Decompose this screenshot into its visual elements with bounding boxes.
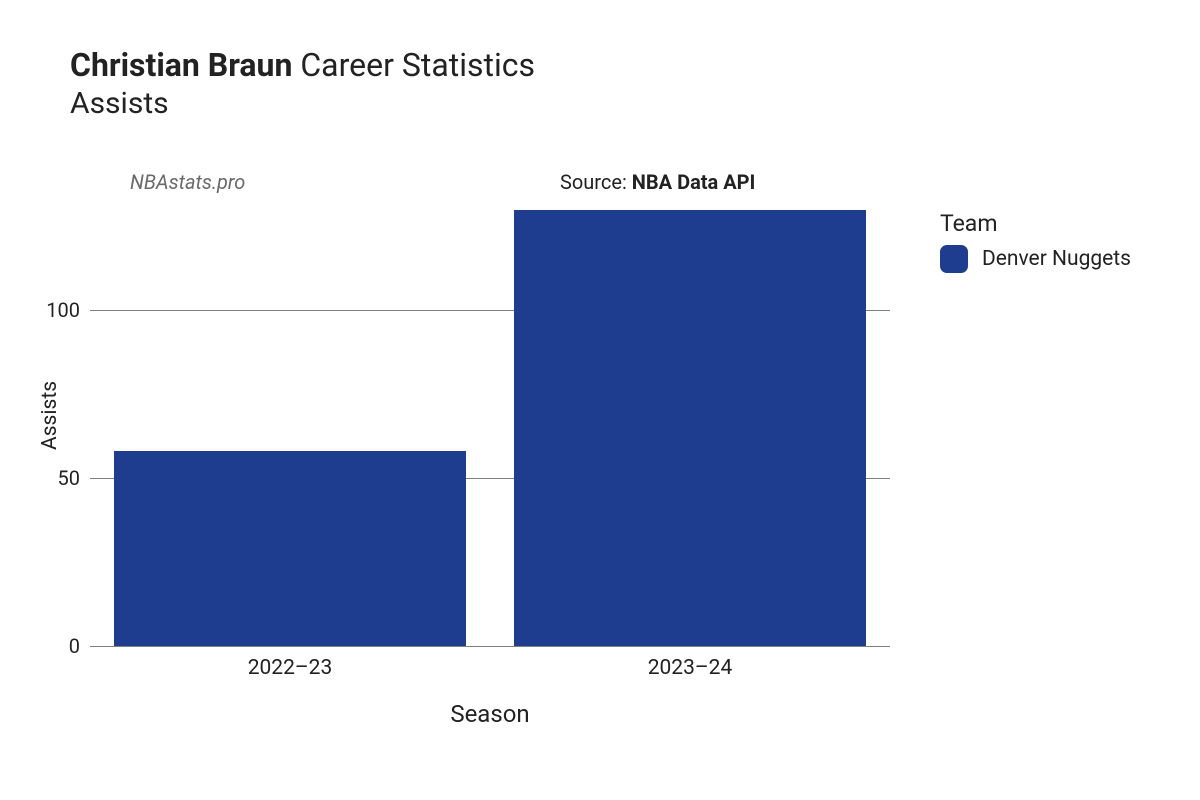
bar — [114, 451, 466, 646]
chart-subtitle: Assists — [70, 86, 535, 121]
legend: Team Denver Nuggets — [940, 210, 1131, 273]
y-tick-label: 0 — [69, 634, 90, 658]
legend-swatch — [940, 245, 968, 273]
chart-title: Christian Braun Career Statistics — [70, 46, 535, 84]
y-axis-label: Assists — [38, 381, 62, 450]
chart-title-block: Christian Braun Career Statistics Assist… — [70, 46, 535, 121]
legend-item-label: Denver Nuggets — [982, 247, 1131, 271]
x-tick-label: 2022–23 — [90, 646, 490, 680]
chart-title-normal: Career Statistics — [292, 46, 535, 84]
legend-title: Team — [940, 210, 1131, 237]
bar — [514, 210, 866, 646]
plot-area: 050100 2022–232023–24 — [90, 176, 890, 646]
x-ticks: 2022–232023–24 — [90, 646, 890, 680]
y-tick-label: 100 — [46, 298, 90, 322]
legend-items: Denver Nuggets — [940, 245, 1131, 273]
bars-group — [90, 176, 890, 646]
chart-container: Christian Braun Career Statistics Assist… — [0, 0, 1200, 800]
plot-inner: 050100 2022–232023–24 — [90, 176, 890, 646]
bar-slot — [490, 176, 890, 646]
y-tick-label: 50 — [58, 466, 90, 490]
chart-title-bold: Christian Braun — [70, 46, 292, 84]
legend-item: Denver Nuggets — [940, 245, 1131, 273]
x-tick-label: 2023–24 — [490, 646, 890, 680]
x-axis-label: Season — [90, 700, 890, 728]
bar-slot — [90, 176, 490, 646]
